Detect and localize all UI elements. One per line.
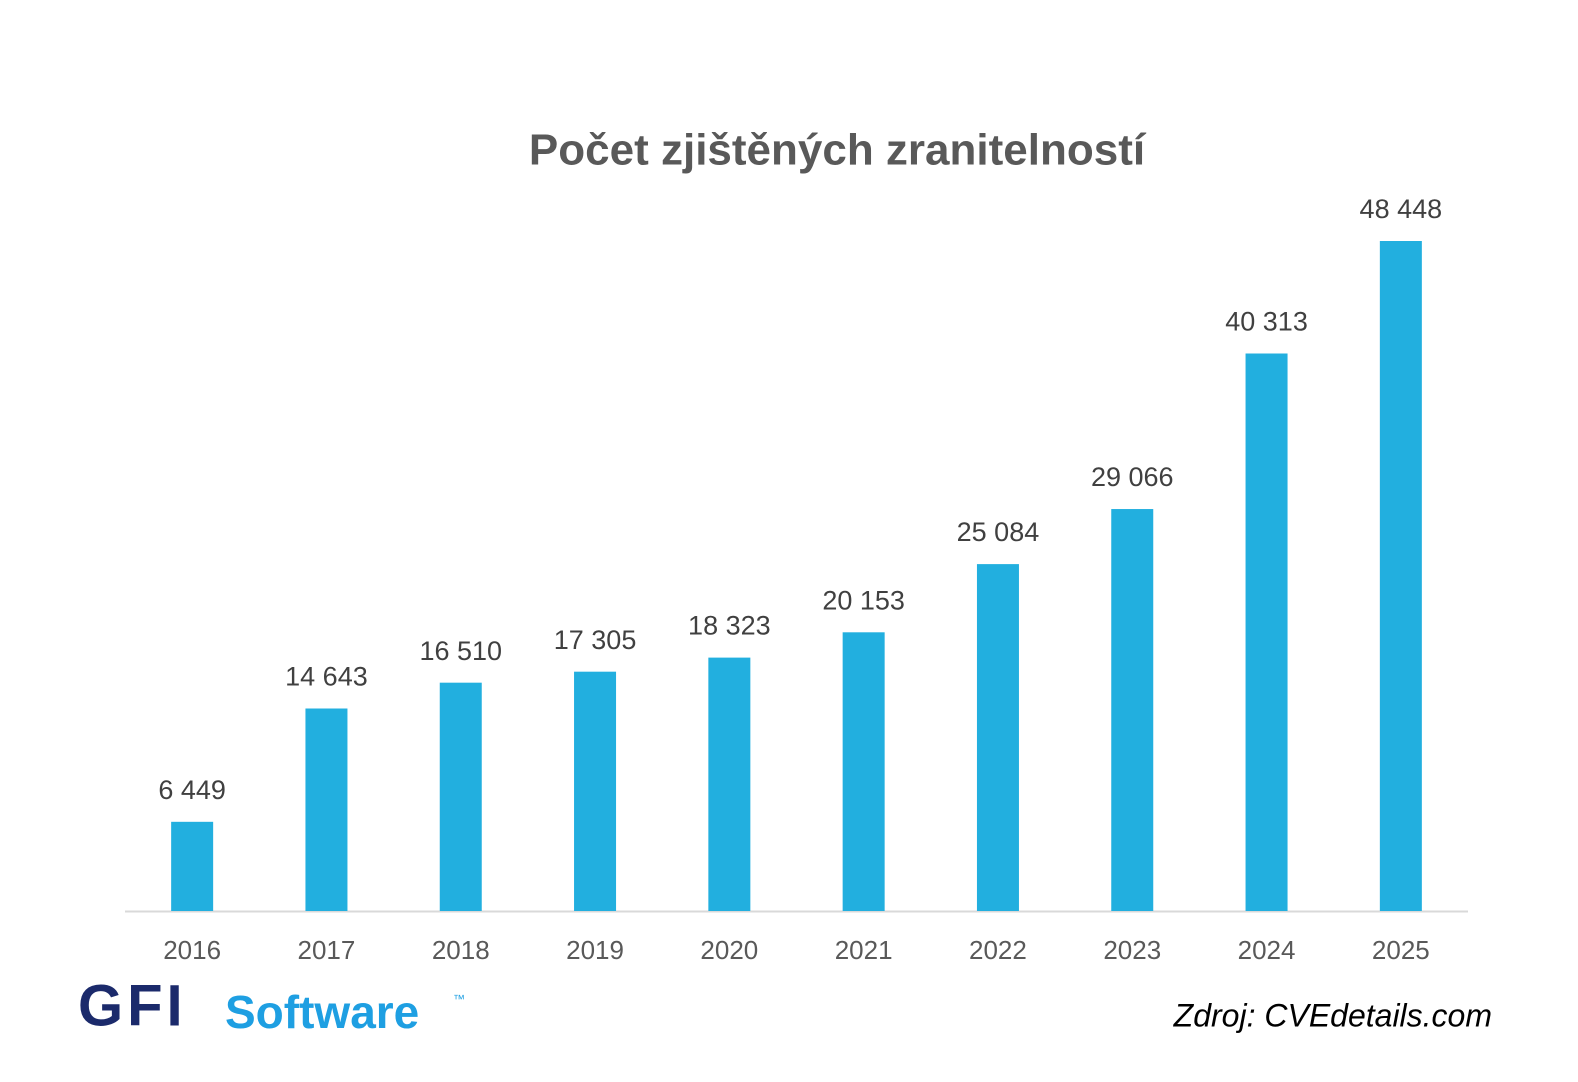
value-label: 29 066 <box>1091 462 1174 492</box>
bar <box>1111 509 1154 911</box>
value-label: 25 084 <box>957 517 1040 547</box>
value-label: 18 323 <box>688 611 771 641</box>
logo-trademark: ™ <box>453 992 465 1006</box>
bar <box>1379 241 1422 911</box>
logo-brand: GFI <box>78 973 187 1038</box>
x-tick-label: 2018 <box>432 935 490 965</box>
x-tick-label: 2022 <box>969 935 1027 965</box>
bar <box>1245 353 1288 911</box>
value-label: 6 449 <box>158 775 226 805</box>
x-tick-label: 2021 <box>835 935 893 965</box>
x-tick-label: 2025 <box>1372 935 1430 965</box>
bar <box>842 632 885 911</box>
value-label: 20 153 <box>822 585 905 615</box>
x-tick-label: 2017 <box>298 935 356 965</box>
bar <box>305 708 348 911</box>
x-tick-label: 2023 <box>1103 935 1161 965</box>
x-tick-label: 2016 <box>163 935 221 965</box>
bar <box>708 657 751 911</box>
bar <box>574 671 617 911</box>
value-label: 17 305 <box>554 625 637 655</box>
bar <box>439 682 482 911</box>
chart-title: Počet zjištěných zranitelností <box>529 126 1147 175</box>
logo-product: Software <box>225 986 419 1038</box>
source-note: Zdroj: CVEdetails.com <box>1173 997 1492 1033</box>
x-tick-label: 2019 <box>566 935 624 965</box>
value-label: 48 448 <box>1360 194 1443 224</box>
bar <box>976 564 1019 911</box>
bar <box>171 821 214 911</box>
value-label: 16 510 <box>419 636 502 666</box>
value-label: 40 313 <box>1225 307 1308 337</box>
x-tick-label: 2024 <box>1238 935 1296 965</box>
value-label: 14 643 <box>285 662 368 692</box>
x-tick-label: 2020 <box>700 935 758 965</box>
